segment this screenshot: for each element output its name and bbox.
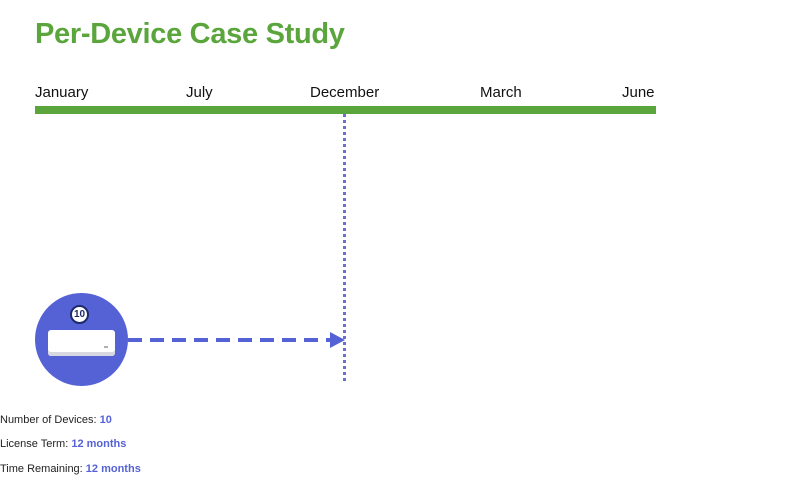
timeline-label-january: January xyxy=(35,84,89,101)
timeline-label-march: March xyxy=(480,84,522,101)
stat-license-label: License Term: xyxy=(0,438,72,450)
stat-remaining-label: Time Remaining: xyxy=(0,463,86,475)
arrowhead-icon xyxy=(330,332,345,348)
stat-license-value: 12 months xyxy=(71,438,127,450)
stat-time-remaining: Time Remaining: 12 months xyxy=(0,463,141,475)
timeline-label-december: December xyxy=(310,84,380,101)
timeline-bar xyxy=(35,106,656,114)
device-led xyxy=(104,346,108,348)
stat-devices-value: 10 xyxy=(99,414,112,426)
current-time-marker xyxy=(343,114,346,381)
network-appliance-icon xyxy=(48,330,115,356)
stat-number-of-devices: Number of Devices: 10 xyxy=(0,414,112,426)
timeline-label-july: July xyxy=(186,84,213,101)
device-group-circle: 10 xyxy=(35,293,128,386)
page-title: Per-Device Case Study xyxy=(35,18,345,50)
stat-license-term: License Term: 12 months xyxy=(0,438,126,450)
stat-remaining-value: 12 months xyxy=(85,463,141,475)
stat-devices-label: Number of Devices: xyxy=(0,414,100,426)
timeline-label-june: June xyxy=(622,84,655,101)
license-duration-arrow xyxy=(128,332,345,348)
device-count-badge: 10 xyxy=(70,305,89,324)
